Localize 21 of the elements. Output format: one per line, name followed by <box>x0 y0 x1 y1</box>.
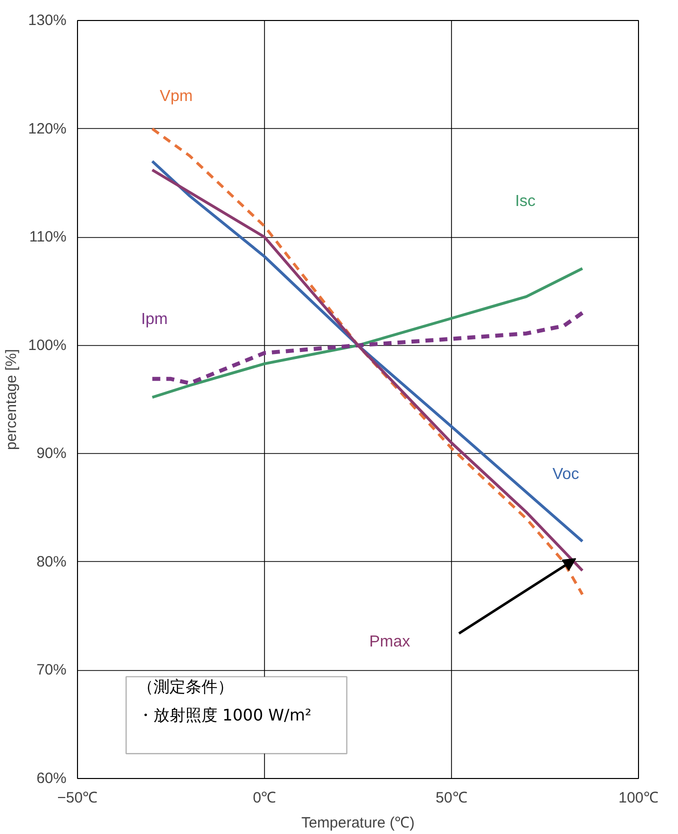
series-label: Voc <box>552 466 580 483</box>
series-label: Vpm <box>160 88 193 105</box>
y-tick-label: 60% <box>36 770 67 787</box>
text: Ipm <box>141 311 168 328</box>
x-tick-label: 100℃ <box>618 790 659 806</box>
y-tick-label: 130% <box>28 12 67 29</box>
x-axis-title: Temperature (℃) <box>301 814 415 832</box>
y-tick-label: 70% <box>36 662 67 679</box>
y-tick-label: 80% <box>36 553 67 570</box>
y-tick-label: 90% <box>36 445 67 462</box>
y-tick-label: 110% <box>29 228 67 246</box>
annotation: （測定条件） <box>137 677 234 696</box>
text: Isc <box>515 193 536 210</box>
x-tick-label: 0℃ <box>252 790 276 806</box>
y-axis-title: percentage [%] <box>3 349 20 450</box>
y-tick-label: 120% <box>28 120 67 138</box>
x-tick-label: −50℃ <box>57 790 98 806</box>
y-tick-label: 100% <box>28 336 67 354</box>
text: Pmax <box>369 634 410 651</box>
x-tick-label: 50℃ <box>436 790 468 806</box>
annotation: ・放射照度 1000 W/m² <box>137 705 312 724</box>
